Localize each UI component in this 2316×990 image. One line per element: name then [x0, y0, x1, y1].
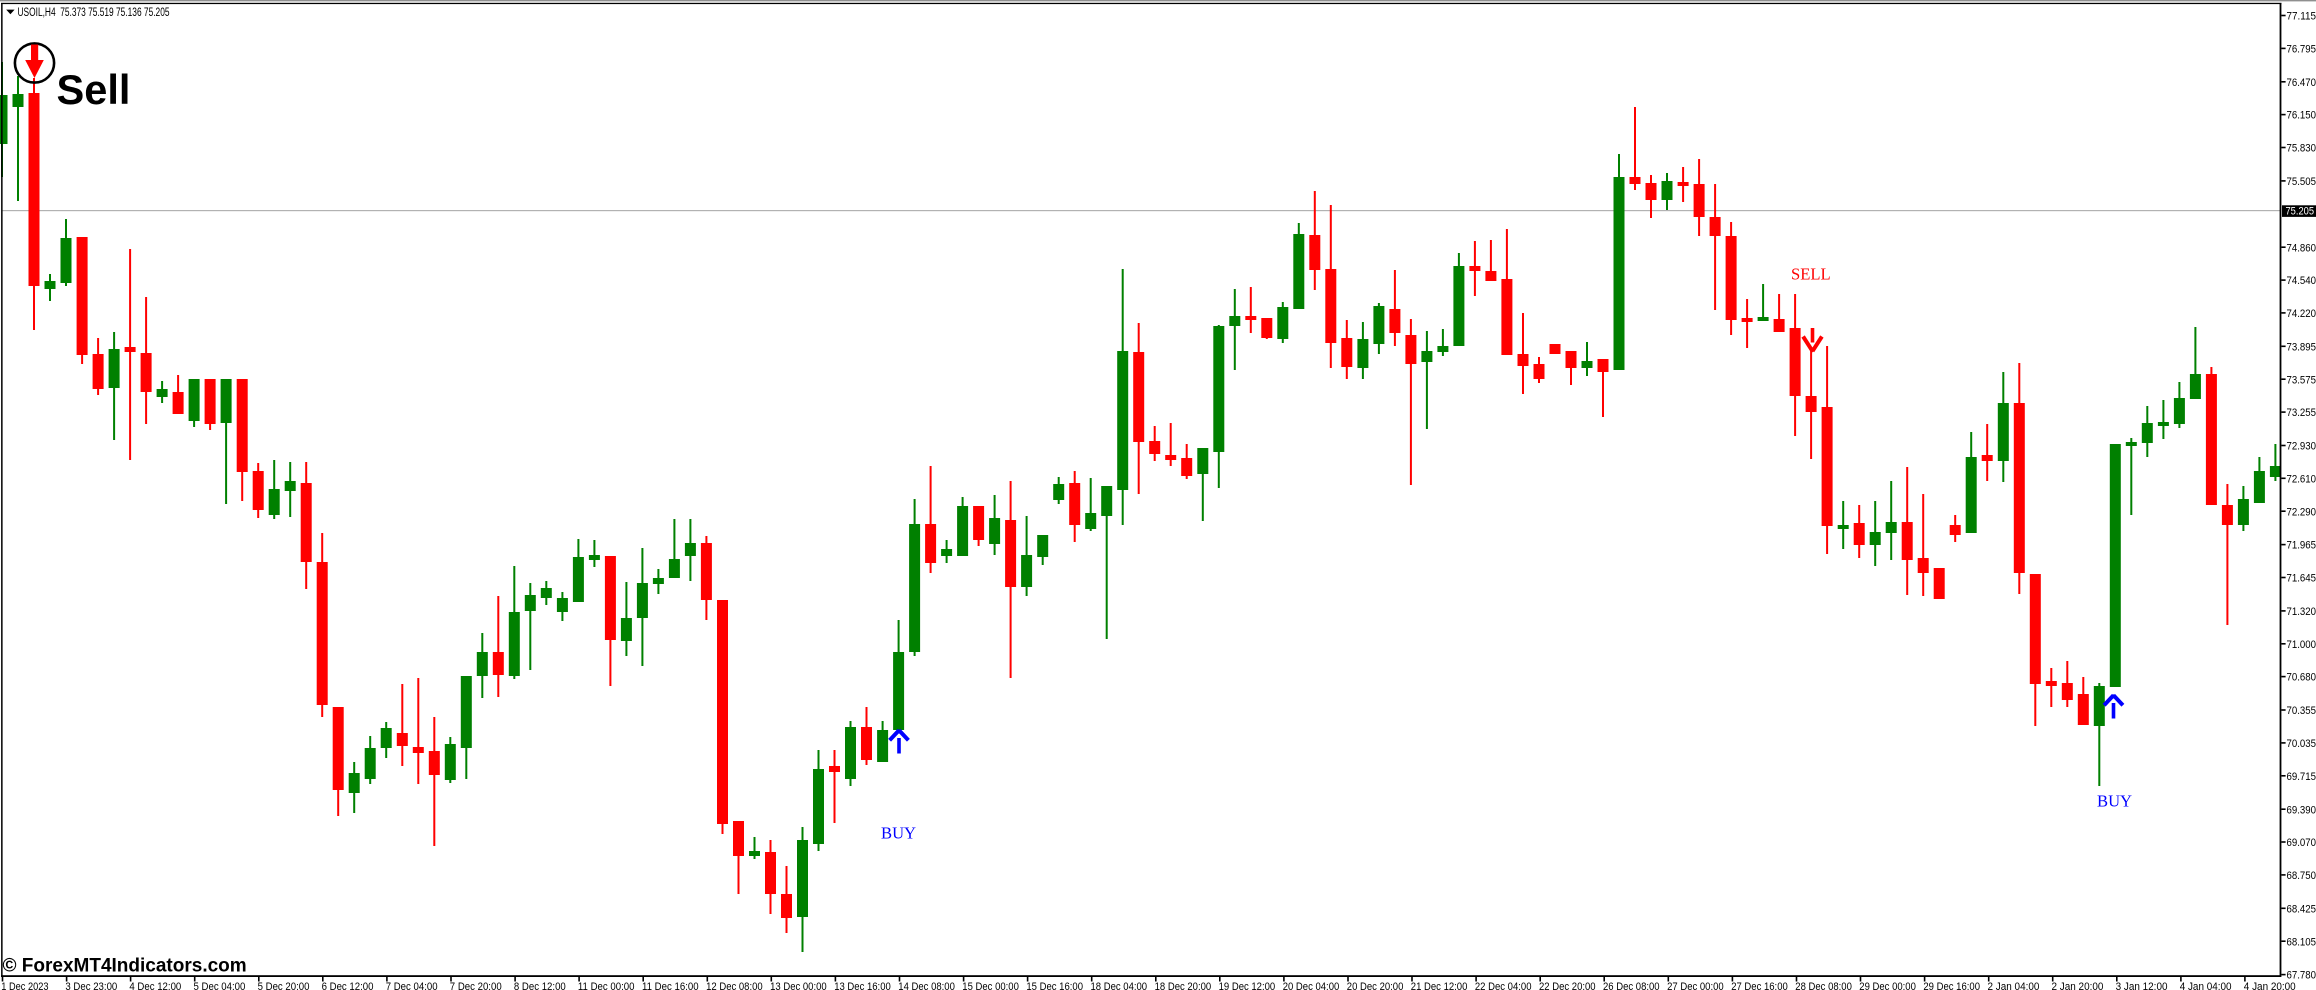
svg-text:7 Dec 20:00: 7 Dec 20:00: [450, 981, 502, 990]
svg-text:73.575: 73.575: [2287, 374, 2316, 386]
svg-text:19 Dec 12:00: 19 Dec 12:00: [1219, 981, 1276, 990]
svg-text:4 Dec 12:00: 4 Dec 12:00: [129, 981, 181, 990]
svg-text:4 Jan 04:00: 4 Jan 04:00: [2180, 981, 2232, 990]
svg-text:7 Dec 04:00: 7 Dec 04:00: [386, 981, 438, 990]
svg-text:77.115: 77.115: [2287, 11, 2316, 23]
svg-text:70.035: 70.035: [2287, 738, 2316, 750]
svg-text:13 Dec 00:00: 13 Dec 00:00: [770, 981, 827, 990]
svg-text:2 Jan 04:00: 2 Jan 04:00: [1988, 981, 2040, 990]
svg-text:69.070: 69.070: [2287, 837, 2316, 849]
svg-text:15 Dec 16:00: 15 Dec 16:00: [1026, 981, 1083, 990]
svg-text:72.930: 72.930: [2287, 441, 2316, 453]
svg-text:71.320: 71.320: [2287, 606, 2316, 618]
svg-text:18 Dec 04:00: 18 Dec 04:00: [1091, 981, 1148, 990]
svg-text:75.205: 75.205: [2286, 206, 2315, 218]
svg-text:3 Jan 12:00: 3 Jan 12:00: [2116, 981, 2168, 990]
svg-text:69.715: 69.715: [2287, 771, 2316, 783]
svg-text:68.425: 68.425: [2287, 903, 2316, 915]
svg-text:15 Dec 00:00: 15 Dec 00:00: [962, 981, 1019, 990]
svg-text:5 Dec 04:00: 5 Dec 04:00: [194, 981, 246, 990]
svg-text:6 Dec 12:00: 6 Dec 12:00: [322, 981, 374, 990]
svg-text:72.290: 72.290: [2287, 506, 2316, 518]
svg-text:76.470: 76.470: [2287, 77, 2316, 89]
svg-text:© ForexMT4Indicators.com: © ForexMT4Indicators.com: [3, 956, 247, 977]
svg-text:74.860: 74.860: [2287, 242, 2316, 254]
svg-text:27 Dec 16:00: 27 Dec 16:00: [1731, 981, 1788, 990]
svg-text:70.680: 70.680: [2287, 672, 2316, 684]
svg-text:Sell: Sell: [57, 66, 131, 113]
svg-text:4 Jan 20:00: 4 Jan 20:00: [2244, 981, 2296, 990]
svg-text:USOIL,H4 75.373 75.519 75.136: USOIL,H4 75.373 75.519 75.136 75.205: [18, 7, 170, 19]
svg-text:2 Jan 20:00: 2 Jan 20:00: [2052, 981, 2104, 990]
svg-text:18 Dec 20:00: 18 Dec 20:00: [1155, 981, 1212, 990]
svg-text:68.750: 68.750: [2287, 870, 2316, 882]
svg-text:75.830: 75.830: [2287, 143, 2316, 155]
svg-text:69.390: 69.390: [2287, 804, 2316, 816]
svg-text:71.000: 71.000: [2287, 639, 2316, 651]
svg-text:11 Dec 16:00: 11 Dec 16:00: [642, 981, 699, 990]
svg-text:73.255: 73.255: [2287, 407, 2316, 419]
svg-text:20 Dec 04:00: 20 Dec 04:00: [1283, 981, 1340, 990]
svg-text:29 Dec 00:00: 29 Dec 00:00: [1859, 981, 1916, 990]
svg-text:72.610: 72.610: [2287, 473, 2316, 485]
svg-text:12 Dec 08:00: 12 Dec 08:00: [706, 981, 763, 990]
svg-text:75.505: 75.505: [2287, 176, 2316, 188]
svg-text:68.105: 68.105: [2287, 936, 2316, 948]
svg-text:SELL: SELL: [1791, 265, 1831, 284]
svg-text:76.150: 76.150: [2287, 110, 2316, 122]
svg-text:76.795: 76.795: [2287, 44, 2316, 56]
svg-text:22 Dec 20:00: 22 Dec 20:00: [1539, 981, 1596, 990]
svg-text:29 Dec 16:00: 29 Dec 16:00: [1923, 981, 1980, 990]
svg-text:11 Dec 00:00: 11 Dec 00:00: [578, 981, 635, 990]
svg-text:71.645: 71.645: [2287, 573, 2316, 585]
svg-text:67.780: 67.780: [2287, 970, 2316, 982]
svg-text:73.895: 73.895: [2287, 341, 2316, 353]
svg-text:74.220: 74.220: [2287, 308, 2316, 320]
svg-text:14 Dec 08:00: 14 Dec 08:00: [898, 981, 955, 990]
svg-text:BUY: BUY: [881, 824, 916, 843]
svg-text:13 Dec 16:00: 13 Dec 16:00: [834, 981, 891, 990]
svg-text:3 Dec 23:00: 3 Dec 23:00: [65, 981, 117, 990]
svg-text:22 Dec 04:00: 22 Dec 04:00: [1475, 981, 1532, 990]
svg-text:26 Dec 08:00: 26 Dec 08:00: [1603, 981, 1660, 990]
svg-text:20 Dec 20:00: 20 Dec 20:00: [1347, 981, 1404, 990]
svg-text:BUY: BUY: [2097, 792, 2132, 811]
svg-text:70.355: 70.355: [2287, 705, 2316, 717]
svg-text:1 Dec 2023: 1 Dec 2023: [1, 981, 48, 990]
svg-text:74.540: 74.540: [2287, 275, 2316, 287]
svg-text:5 Dec 20:00: 5 Dec 20:00: [258, 981, 310, 990]
svg-text:28 Dec 08:00: 28 Dec 08:00: [1795, 981, 1852, 990]
svg-text:27 Dec 00:00: 27 Dec 00:00: [1667, 981, 1724, 990]
svg-text:71.965: 71.965: [2287, 540, 2316, 552]
svg-text:8 Dec 12:00: 8 Dec 12:00: [514, 981, 566, 990]
svg-text:21 Dec 12:00: 21 Dec 12:00: [1411, 981, 1468, 990]
